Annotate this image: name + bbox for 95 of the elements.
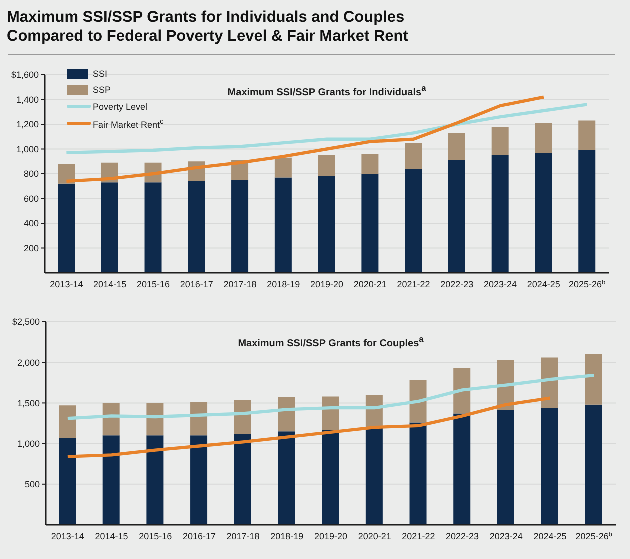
bar xyxy=(492,155,509,273)
bar xyxy=(410,422,427,525)
bar xyxy=(278,432,296,525)
x-tick-label: 2022-23 xyxy=(446,531,480,542)
bar xyxy=(144,182,162,273)
x-tick-label: 2014-15 xyxy=(95,531,128,542)
y-tick-label: 2,000 xyxy=(17,358,40,368)
bar xyxy=(541,358,558,408)
line-series xyxy=(65,96,546,184)
bar xyxy=(578,120,596,150)
x-tick-label: 2017-18 xyxy=(226,531,260,542)
x-tick-label: 2023-24 xyxy=(484,279,518,290)
x-tick-label: 2015-16 xyxy=(139,531,172,542)
x-tick-label: 2019-20 xyxy=(314,531,348,542)
bar xyxy=(274,178,292,273)
bar xyxy=(322,430,340,525)
bar xyxy=(535,123,552,153)
x-tick-label: 2020-21 xyxy=(354,279,387,290)
line-series xyxy=(66,374,596,420)
bar xyxy=(146,436,164,525)
legend-label: Fair Market Rent$^{c}$ xyxy=(93,116,164,130)
bar xyxy=(274,158,292,178)
bar xyxy=(362,174,379,273)
bar xyxy=(585,404,602,525)
y-tick-label: 1,400 xyxy=(16,94,39,105)
bar xyxy=(101,182,118,273)
bar xyxy=(234,434,252,525)
y-tick-label: 500 xyxy=(24,480,40,490)
bar xyxy=(318,155,336,176)
y-tick-label: 1,500 xyxy=(17,398,40,408)
x-tick-label: 2019-20 xyxy=(310,279,344,290)
bar xyxy=(278,398,296,432)
x-tick-label: 2024-25 xyxy=(534,531,567,542)
x-tick-label: 2020-21 xyxy=(358,531,392,542)
line-series xyxy=(66,396,552,458)
x-tick-label: 2018-19 xyxy=(267,279,300,290)
bar xyxy=(318,176,336,273)
bar xyxy=(410,380,427,423)
bar xyxy=(102,436,120,525)
legend-label: SSI xyxy=(93,69,108,80)
y-tick-label: 200 xyxy=(24,243,39,254)
x-tick-label: 2016-17 xyxy=(180,279,214,290)
legend-label: SSP xyxy=(93,85,112,96)
y-tick-label: $1,600 xyxy=(11,70,39,80)
x-tick-label: 2022-23 xyxy=(440,279,474,290)
x-tick-label: 2013-14 xyxy=(51,531,84,542)
x-tick-label: 2021-22 xyxy=(397,279,430,290)
chart-title: Maximum SSI/SSP Grants for Individuals and Couples Compared to Federal Poverty Level & Fair Market Rent xyxy=(7,8,410,46)
x-tick-label: 2015-16 xyxy=(136,279,170,290)
y-tick-label: $2,500 xyxy=(12,317,40,328)
bar xyxy=(58,164,75,184)
bar xyxy=(454,368,471,414)
bar xyxy=(102,403,120,436)
bar xyxy=(492,126,509,156)
x-tick-label: 2018-19 xyxy=(270,531,304,542)
x-tick-label: 2025-26$^{b}$ xyxy=(576,530,613,542)
bar xyxy=(362,154,379,174)
bar xyxy=(585,354,602,405)
bar xyxy=(190,436,208,525)
bar xyxy=(58,184,75,273)
bar xyxy=(366,428,383,525)
bar xyxy=(59,438,76,525)
bar xyxy=(454,414,471,525)
bar xyxy=(497,410,514,525)
bar xyxy=(535,152,552,273)
y-tick-label: 400 xyxy=(24,218,39,229)
y-tick-label: 1,000 xyxy=(16,144,39,154)
bar xyxy=(405,143,422,170)
x-tick-label: 2014-15 xyxy=(94,279,127,290)
x-tick-label: 2013-14 xyxy=(50,279,84,290)
bar xyxy=(405,169,422,273)
y-tick-label: 800 xyxy=(24,169,39,180)
text: Maximum SSI/SSP Grants for Couples$^{a}$ xyxy=(237,334,425,350)
x-tick-label: 2025-26$^{b}$ xyxy=(569,278,606,290)
bar xyxy=(448,133,466,160)
y-tick-label: 600 xyxy=(24,194,39,204)
bar xyxy=(234,400,252,434)
x-tick-label: 2017-18 xyxy=(224,279,257,290)
bar xyxy=(578,150,596,273)
y-tick-label: 1,200 xyxy=(16,120,39,130)
y-tick-label: 1,000 xyxy=(17,438,40,449)
bar xyxy=(322,396,340,430)
x-tick-label: 2023-24 xyxy=(490,531,523,542)
bar xyxy=(448,160,466,273)
bar xyxy=(232,180,249,273)
bar xyxy=(146,403,164,436)
x-tick-label: 2024-25 xyxy=(527,279,560,290)
bar xyxy=(541,408,558,525)
bar xyxy=(188,181,206,273)
bar xyxy=(59,406,76,438)
legend-label: Poverty Level xyxy=(93,102,148,112)
line-series xyxy=(65,103,589,155)
x-tick-label: 2016-17 xyxy=(182,531,216,542)
text: Maximum SSI/SSP Grants for Individuals$^{a}$ xyxy=(228,83,426,98)
x-tick-label: 2021-22 xyxy=(402,531,436,542)
